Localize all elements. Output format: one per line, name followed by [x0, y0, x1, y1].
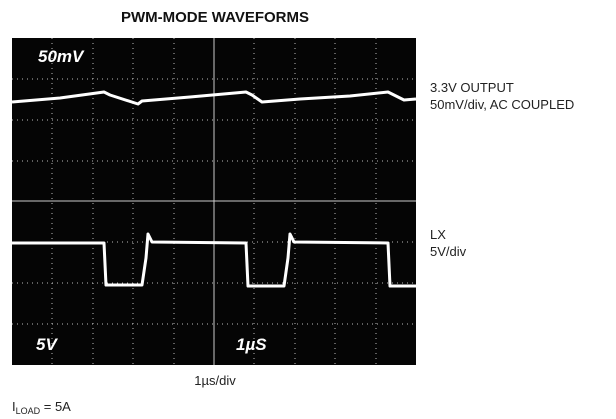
- trace-detail: 50mV/div, AC COUPLED: [430, 97, 574, 112]
- trace-label: LX: [430, 227, 446, 242]
- title: PWM-MODE WAVEFORMS: [121, 9, 309, 26]
- trace-label: 3.3V OUTPUT: [430, 80, 514, 95]
- trace-detail: 5V/div: [430, 244, 467, 259]
- page: PWM-MODE WAVEFORMS 50mV 5V 1µS 3.3V OUTP…: [0, 0, 616, 419]
- screen-scale-top: 50mV: [38, 47, 85, 66]
- condition-subscript: LOAD: [16, 406, 41, 416]
- screen-scale-bottom: 5V: [36, 335, 58, 354]
- screen-time-scale: 1µS: [236, 335, 267, 354]
- x-label: 1µs/div: [194, 373, 236, 388]
- scope-screen: 50mV 5V 1µS: [12, 38, 416, 365]
- condition-text: = 5A: [40, 399, 71, 414]
- figure: PWM-MODE WAVEFORMS 50mV 5V 1µS 3.3V OUTP…: [0, 0, 616, 419]
- condition: ILOAD = 5A: [12, 399, 71, 416]
